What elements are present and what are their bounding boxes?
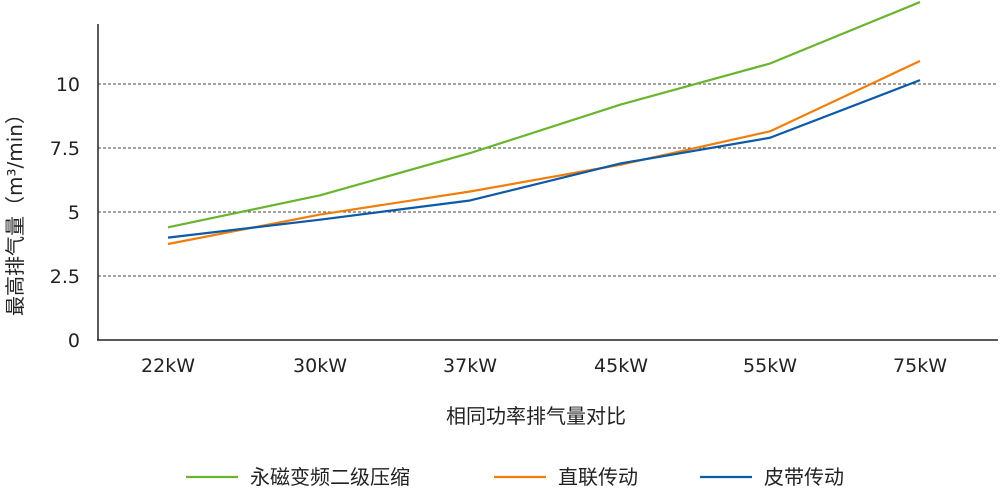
x-tick-label: 55kW [743,355,797,377]
series-line-0 [167,1,921,229]
legend-label: 皮带传动 [764,465,844,489]
series-line-1 [167,59,921,246]
legend-item: 直联传动 [494,465,638,489]
series-line-2 [167,79,921,239]
y-axis-label: 最高排气量（m³/min） [3,104,27,316]
x-axis-label: 相同功率排气量对比 [446,404,626,428]
x-tick-label: 75kW [893,355,947,377]
y-tick-label: 5 [68,202,80,224]
y-tick-label: 7.5 [50,138,80,160]
y-tick-label: 10 [56,74,80,96]
legend-item: 皮带传动 [700,465,844,489]
x-tick-label: 37kW [443,355,497,377]
legend-item: 永磁变频二级压缩 [186,465,410,489]
legend-label: 永磁变频二级压缩 [250,465,410,489]
x-tick-label: 22kW [141,355,195,377]
x-tick-label: 30kW [293,355,347,377]
legend: 永磁变频二级压缩 直联传动 皮带传动 [186,465,844,489]
legend-label: 直联传动 [558,465,638,489]
x-tick-label: 45kW [594,355,648,377]
y-tick-label: 2.5 [50,266,80,288]
y-tick-label: 0 [68,330,80,352]
